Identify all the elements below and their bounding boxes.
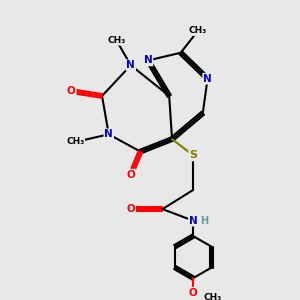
Text: CH₃: CH₃: [107, 36, 125, 45]
Text: CH₃: CH₃: [203, 293, 221, 300]
Text: S: S: [189, 150, 197, 161]
Text: N: N: [189, 216, 197, 226]
Text: N: N: [203, 74, 212, 84]
Text: N: N: [104, 129, 113, 139]
Text: O: O: [126, 169, 135, 180]
Text: N: N: [144, 56, 152, 65]
Text: O: O: [189, 288, 197, 298]
Text: N: N: [126, 60, 135, 70]
Text: O: O: [126, 204, 135, 214]
Text: CH₃: CH₃: [189, 26, 207, 35]
Text: CH₃: CH₃: [66, 137, 84, 146]
Text: O: O: [67, 86, 76, 96]
Text: H: H: [200, 216, 208, 226]
